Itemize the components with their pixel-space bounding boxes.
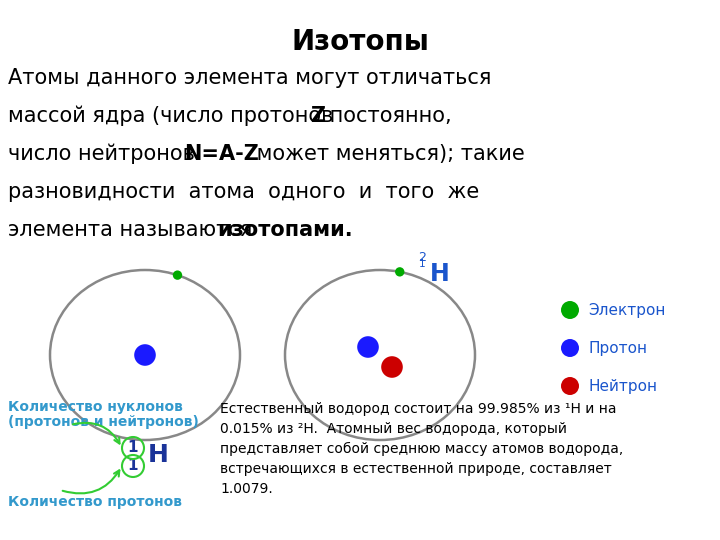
Circle shape	[134, 344, 156, 366]
Text: N=A-Z: N=A-Z	[184, 144, 259, 164]
Circle shape	[561, 377, 579, 395]
Text: массой ядра (число протонов: массой ядра (число протонов	[8, 106, 340, 126]
Text: H: H	[148, 443, 169, 467]
Text: Нейтрон: Нейтрон	[588, 379, 657, 394]
Circle shape	[357, 336, 379, 358]
Text: Протон: Протон	[588, 341, 647, 355]
Text: $_{1}$: $_{1}$	[418, 255, 426, 270]
Text: изотопами.: изотопами.	[217, 220, 353, 240]
Circle shape	[381, 356, 402, 378]
Text: разновидности  атома  одного  и  того  же: разновидности атома одного и того же	[8, 182, 480, 202]
Text: H: H	[430, 262, 450, 286]
Text: Z: Z	[310, 106, 325, 126]
Text: постоянно,: постоянно,	[323, 106, 451, 126]
Circle shape	[561, 301, 579, 319]
Text: число нейтронов: число нейтронов	[8, 144, 202, 165]
Circle shape	[561, 339, 579, 357]
Text: Количество нуклонов: Количество нуклонов	[8, 400, 183, 414]
Text: Изотопы: Изотопы	[291, 28, 429, 56]
Text: (протонов и нейтронов): (протонов и нейтронов)	[8, 415, 199, 429]
Text: Естественный водород состоит на 99.985% из ¹H и на
0.015% из ²H.  Атомный вес во: Естественный водород состоит на 99.985% …	[220, 402, 624, 496]
Text: элемента называются: элемента называются	[8, 220, 259, 240]
Text: Электрон: Электрон	[588, 302, 665, 318]
Text: может меняться); такие: может меняться); такие	[250, 144, 525, 164]
Circle shape	[173, 271, 182, 280]
Text: Количество протонов: Количество протонов	[8, 495, 182, 509]
Text: $^{2}$: $^{2}$	[418, 253, 427, 271]
Text: Атомы данного элемента могут отличаться: Атомы данного элемента могут отличаться	[8, 68, 491, 88]
Text: 1: 1	[127, 441, 138, 456]
Circle shape	[395, 267, 405, 276]
Text: 1: 1	[127, 458, 138, 474]
